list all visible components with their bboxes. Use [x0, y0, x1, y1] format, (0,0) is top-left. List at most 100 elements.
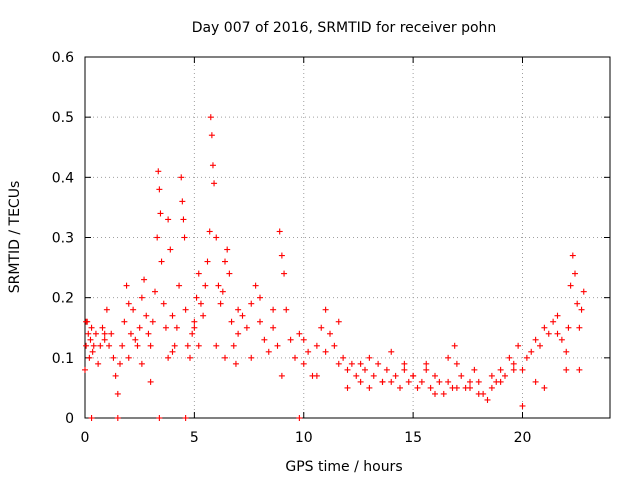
data-point — [167, 246, 174, 253]
data-point — [121, 318, 128, 325]
data-point — [370, 372, 377, 379]
data-points — [82, 114, 587, 421]
data-point — [467, 378, 473, 385]
data-point — [235, 330, 242, 337]
axis-ticks: 0 0.1 0.2 0.3 0.4 0.5 0.6 0 5 10 15 20 — [52, 50, 610, 446]
data-point — [261, 336, 268, 343]
data-point — [414, 384, 421, 391]
data-point — [453, 360, 460, 367]
data-point — [189, 330, 196, 337]
data-point — [379, 378, 386, 385]
data-point — [388, 348, 395, 355]
data-point — [114, 390, 121, 397]
data-point — [230, 342, 237, 349]
data-point — [353, 372, 360, 379]
data-point — [88, 324, 95, 331]
data-point — [195, 342, 202, 349]
grid-lines — [85, 57, 610, 418]
data-point — [348, 360, 355, 367]
data-point — [410, 372, 417, 379]
data-point — [440, 390, 447, 397]
data-point — [528, 348, 535, 355]
data-point — [248, 300, 255, 307]
data-point — [169, 312, 176, 319]
data-point — [178, 174, 185, 181]
data-point — [197, 300, 204, 307]
data-point — [278, 372, 285, 379]
data-point — [357, 378, 364, 385]
data-point — [88, 415, 95, 421]
data-point — [228, 318, 235, 325]
data-point — [278, 252, 285, 259]
data-point — [239, 312, 246, 319]
data-point — [243, 324, 250, 331]
data-point — [305, 348, 312, 355]
data-point — [202, 282, 209, 289]
data-point — [563, 366, 570, 373]
y-tick-label: 0.3 — [52, 231, 74, 247]
data-point — [327, 330, 333, 337]
data-point — [127, 330, 134, 337]
data-point — [340, 354, 347, 361]
data-point — [184, 342, 191, 349]
data-point — [458, 372, 465, 379]
data-point — [222, 354, 228, 361]
data-point — [114, 415, 121, 421]
y-tick-label: 0.2 — [52, 291, 74, 307]
data-point — [357, 360, 364, 367]
data-point — [235, 306, 242, 313]
data-point — [565, 324, 572, 331]
data-point — [276, 228, 283, 235]
data-point — [322, 348, 329, 355]
data-point — [130, 306, 137, 313]
data-point — [497, 378, 504, 385]
data-point — [155, 168, 162, 175]
data-point — [397, 384, 403, 391]
data-point — [208, 132, 215, 139]
data-point — [257, 318, 263, 325]
y-axis-label: SRMTID / TECUs — [7, 181, 23, 294]
data-point — [252, 282, 259, 289]
data-point — [160, 300, 167, 307]
data-point — [132, 336, 139, 343]
data-point — [209, 162, 216, 169]
data-point — [475, 378, 482, 385]
data-point — [215, 282, 222, 289]
data-point — [169, 348, 176, 355]
data-point — [165, 216, 172, 223]
y-tick-label: 0.5 — [52, 110, 74, 126]
data-point — [545, 330, 552, 337]
data-point — [281, 270, 288, 277]
data-point — [224, 246, 231, 253]
data-point — [87, 336, 94, 343]
data-point — [576, 324, 583, 331]
data-point — [257, 294, 263, 301]
data-point — [554, 330, 561, 337]
data-point — [427, 384, 434, 391]
data-point — [181, 234, 188, 241]
data-point — [92, 330, 99, 337]
data-point — [191, 318, 198, 325]
data-point — [453, 384, 460, 391]
y-tick-label: 0 — [65, 411, 74, 427]
data-point — [157, 210, 164, 217]
data-point — [211, 180, 218, 187]
data-point — [515, 342, 522, 349]
data-point — [445, 354, 452, 361]
data-point — [156, 186, 163, 193]
data-point — [567, 282, 574, 289]
y-tick-label: 0.4 — [52, 170, 74, 186]
data-point — [119, 342, 126, 349]
data-point — [143, 312, 150, 319]
data-point — [532, 378, 539, 385]
data-point — [392, 372, 399, 379]
x-tick-label: 10 — [295, 430, 313, 446]
data-point — [541, 384, 548, 391]
data-point — [541, 324, 548, 331]
data-point — [103, 306, 110, 313]
data-point — [248, 354, 255, 361]
data-point — [112, 372, 119, 379]
data-point — [97, 342, 104, 349]
data-point — [432, 372, 438, 379]
data-point — [362, 366, 368, 373]
